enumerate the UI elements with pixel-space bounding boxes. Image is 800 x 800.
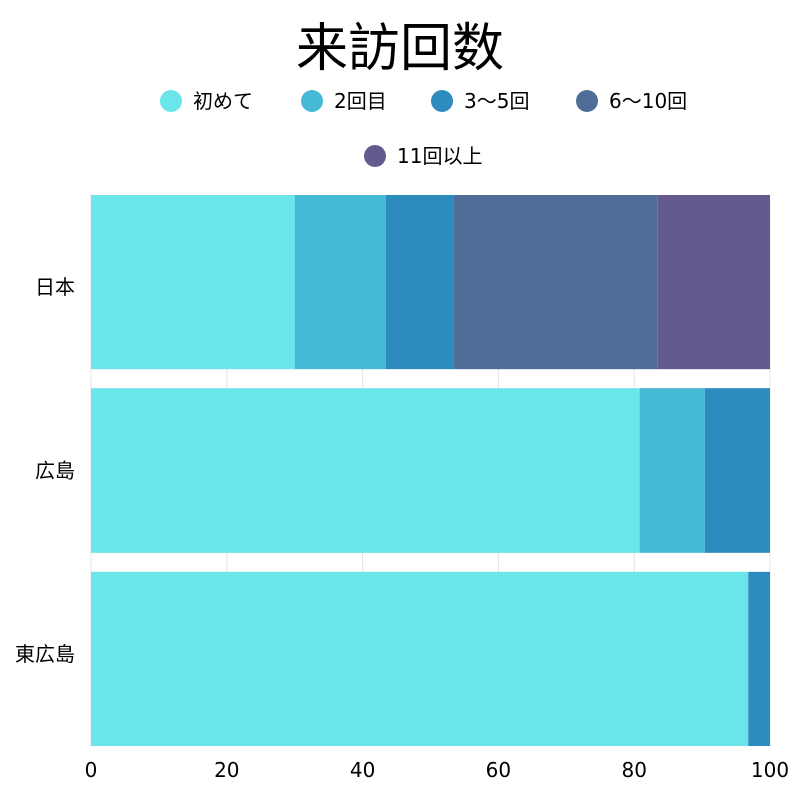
bar-0-series-2[interactable] [385, 195, 454, 370]
bar-2-series-0[interactable] [91, 571, 749, 746]
bar-0-series-1[interactable] [294, 195, 386, 370]
bar-0-series-3[interactable] [453, 195, 658, 370]
x-tick-label-0: 0 [85, 758, 98, 782]
legend-label-4[interactable]: 11回以上 [397, 144, 482, 168]
category-label-2: 東広島 [15, 642, 75, 666]
legend-swatch-1[interactable] [301, 90, 323, 112]
bar-1-series-2[interactable] [704, 388, 770, 553]
legend-label-3[interactable]: 6〜10回 [609, 89, 687, 113]
category-label-1: 広島 [35, 459, 75, 483]
x-tick-label-100: 100 [751, 758, 789, 782]
category-label-0: 日本 [35, 275, 75, 299]
bar-1-series-1[interactable] [639, 388, 705, 553]
legend-label-1[interactable]: 2回目 [334, 89, 387, 113]
bar-0-series-0[interactable] [91, 195, 295, 370]
legend-swatch-4[interactable] [364, 145, 386, 167]
x-tick-label-40: 40 [350, 758, 375, 782]
legend: 初めて 2回目 3〜5回 6〜10回 11回以上 [160, 89, 687, 168]
chart-title: 来訪回数 [296, 19, 504, 79]
bar-0-series-4[interactable] [657, 195, 770, 370]
legend-swatch-3[interactable] [576, 90, 598, 112]
legend-label-0[interactable]: 初めて [193, 89, 253, 113]
legend-label-2[interactable]: 3〜5回 [464, 89, 529, 113]
legend-swatch-0[interactable] [160, 90, 182, 112]
x-tick-label-20: 20 [214, 758, 239, 782]
x-tick-label-80: 80 [621, 758, 646, 782]
bar-2-series-2[interactable] [748, 571, 770, 746]
x-axis-ticks: 0 20 40 60 80 100 [85, 758, 789, 782]
bar-1-series-0[interactable] [91, 388, 640, 553]
legend-swatch-2[interactable] [431, 90, 453, 112]
bars [91, 195, 770, 746]
x-tick-label-60: 60 [486, 758, 511, 782]
